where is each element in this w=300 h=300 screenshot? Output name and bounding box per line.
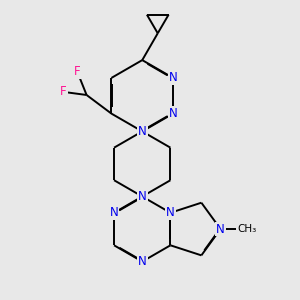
Text: N: N: [138, 125, 147, 138]
Text: CH₃: CH₃: [237, 224, 256, 234]
Text: F: F: [60, 85, 67, 98]
Text: N: N: [110, 206, 118, 219]
Text: N: N: [169, 71, 178, 84]
Text: N: N: [166, 206, 175, 219]
Text: N: N: [216, 223, 225, 236]
Text: N: N: [138, 255, 147, 268]
Text: N: N: [138, 190, 147, 203]
Text: F: F: [74, 65, 81, 78]
Text: N: N: [169, 107, 178, 120]
